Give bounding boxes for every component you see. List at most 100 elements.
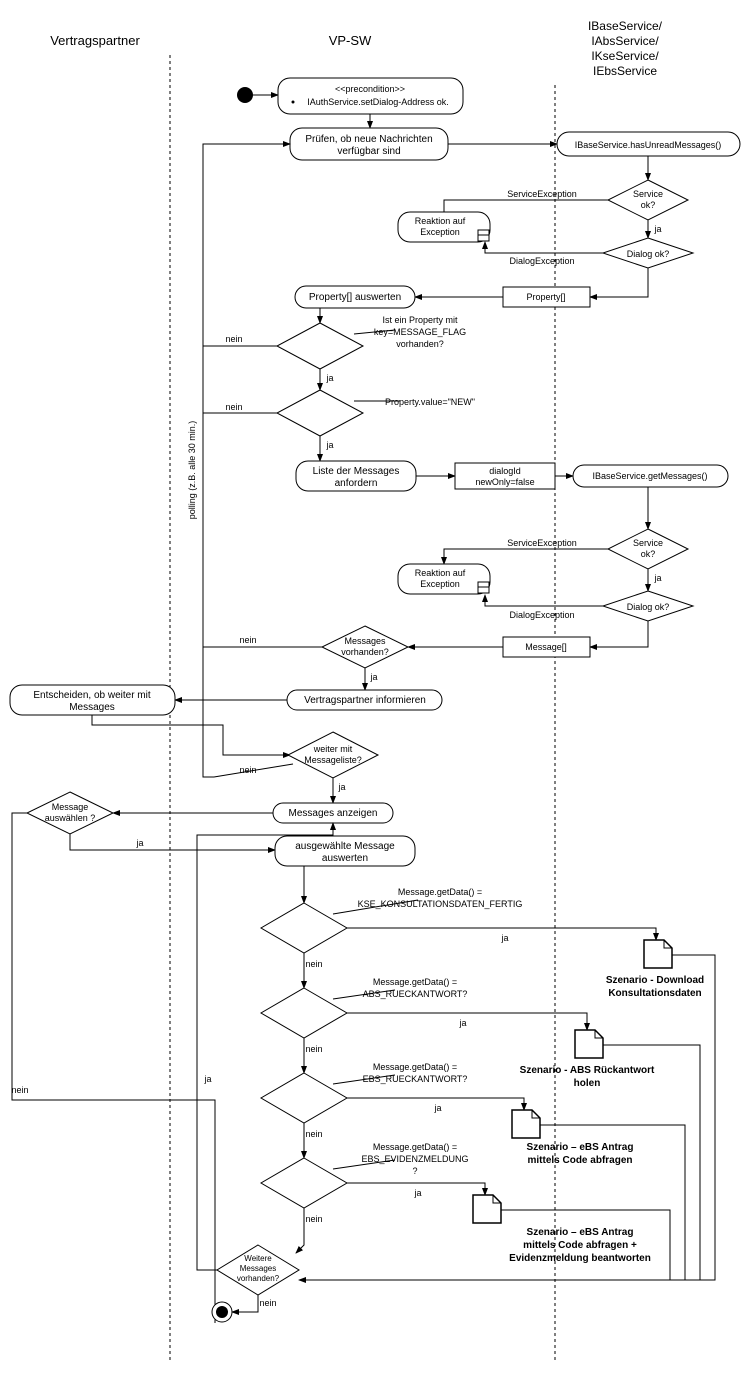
react-exc-t2: Exception	[420, 227, 460, 237]
more-t3: vorhanden?	[237, 1274, 280, 1283]
edge-s1-more	[299, 955, 715, 1280]
edge-dlgok2-msg	[590, 621, 648, 647]
s3-doc	[512, 1110, 540, 1138]
q1-l3: vorhanden?	[396, 339, 444, 349]
sel-nein: nein	[11, 1085, 28, 1095]
q1-l1: Ist ein Property mit	[382, 315, 458, 325]
more-ja: ja	[203, 1074, 211, 1084]
c4-l3: ?	[412, 1166, 417, 1176]
c1-l1: Message.getData() =	[398, 887, 482, 897]
c3-ja: ja	[433, 1103, 441, 1113]
more-t1: Weitere	[244, 1254, 272, 1263]
msg-exist-t2: vorhanden?	[341, 647, 389, 657]
dlgexc2-lbl: DialogException	[509, 610, 574, 620]
dlgexc-lbl: DialogException	[509, 256, 574, 266]
inform-t: Vertragspartner informieren	[304, 695, 426, 706]
lane-vpsw-title: VP-SW	[329, 33, 372, 48]
edge-decide-cont	[92, 715, 290, 755]
check-l1: Prüfen, ob neue Nachrichten	[305, 134, 432, 145]
react-exc2-t1: Reaktion auf	[415, 568, 466, 578]
c1-nein: nein	[305, 959, 322, 969]
more-t2: Messages	[240, 1264, 276, 1273]
check-l2: verfügbar sind	[337, 146, 400, 157]
precond-l1: <<precondition>>	[335, 84, 405, 94]
c4-l1: Message.getData() =	[373, 1142, 457, 1152]
srv-ok2-ja: ja	[653, 573, 661, 583]
c2-nein: nein	[305, 1044, 322, 1054]
s2-doc	[575, 1030, 603, 1058]
sel-ja: ja	[135, 838, 143, 848]
q1-dec	[277, 323, 363, 369]
srv-ok-ja: ja	[653, 224, 661, 234]
edge-sel-eval	[70, 834, 275, 850]
eval-msg-l1: ausgewählte Message	[295, 841, 395, 852]
c1-l2: KSE_KONSULTATIONSDATEN_FERTIG	[358, 899, 523, 909]
c2-ja: ja	[458, 1018, 466, 1028]
srv-ok-t1: Service	[633, 189, 663, 199]
eval-prop-t: Property[] auswerten	[309, 292, 401, 303]
q2-ja: ja	[325, 440, 333, 450]
q2-dec	[277, 390, 363, 436]
dlg-ok-t: Dialog ok?	[627, 249, 670, 259]
c3-l1: Message.getData() =	[373, 1062, 457, 1072]
s4-doc	[473, 1195, 501, 1223]
s2-l1: Szenario - ABS Rückantwort	[520, 1065, 655, 1076]
more-nein: nein	[259, 1298, 276, 1308]
s3-l1: Szenario – eBS Antrag	[527, 1142, 634, 1153]
srv-ok2-t2: ok?	[641, 549, 656, 559]
svcexc2-lbl: ServiceException	[507, 538, 577, 548]
polling-lbl: polling (z.B. alle 30 min.)	[187, 421, 197, 520]
decide-l1: Entscheiden, ob weiter mit	[33, 690, 151, 701]
dialogid-l1: dialogId	[489, 466, 521, 476]
lane-srv-title-1: IAbsService/	[591, 34, 659, 48]
q2-t: Property.value="NEW"	[385, 397, 475, 407]
msg-exist-nein: nein	[239, 635, 256, 645]
edge-c4-more	[296, 1208, 304, 1253]
srv-ok-t2: ok?	[641, 200, 656, 210]
edge-sel-nein	[12, 813, 215, 1323]
precond-bullet	[292, 101, 295, 104]
s4-l2: mittels Code abfragen +	[523, 1240, 637, 1251]
s1-l2: Konsultationsdaten	[608, 988, 701, 999]
lane-vp-title: Vertragspartner	[50, 33, 140, 48]
prop-obj-t: Property[]	[526, 292, 565, 302]
svcexc-lbl: ServiceException	[507, 189, 577, 199]
req-list-l1: Liste der Messages	[313, 466, 400, 477]
react-exc2-t2: Exception	[420, 579, 460, 589]
c3-nein: nein	[305, 1129, 322, 1139]
react-exc-t1: Reaktion auf	[415, 216, 466, 226]
q1-l2: key=MESSAGE_FLAG	[374, 327, 466, 337]
s4-l1: Szenario – eBS Antrag	[527, 1227, 634, 1238]
c3-l2: EBS_RUECKANTWORT?	[363, 1074, 468, 1084]
msg-exist-t1: Messages	[344, 636, 386, 646]
q2-nein: nein	[225, 402, 242, 412]
cont-t2: Messageliste?	[304, 755, 362, 765]
s2-l2: holen	[574, 1078, 601, 1089]
c2-l2: ABS_RUECKANTWORT?	[363, 989, 468, 999]
msg-exist-ja: ja	[369, 672, 377, 682]
eval-msg-l2: auswerten	[322, 853, 368, 864]
msg-obj-t: Message[]	[525, 642, 567, 652]
c4-dec	[261, 1158, 347, 1208]
s1-l1: Szenario - Download	[606, 975, 704, 986]
s4-l3: Evidenzmeldung beantworten	[509, 1253, 651, 1264]
initial-node	[237, 87, 253, 103]
lane-srv-title-0: IBaseService/	[588, 19, 663, 33]
cont-ja: ja	[337, 782, 345, 792]
lane-srv-title-2: IKseService/	[591, 49, 659, 63]
sel-t1: Message	[52, 802, 89, 812]
edge-dlgok-prop	[590, 268, 648, 297]
final-inner	[216, 1306, 228, 1318]
c3-dec	[261, 1073, 347, 1123]
c4-nein: nein	[305, 1214, 322, 1224]
req-list-l2: anfordern	[335, 478, 378, 489]
edge-dlgexc2	[485, 595, 603, 606]
c1-dec	[261, 903, 347, 953]
q1-ja: ja	[325, 373, 333, 383]
edge-svcexc2	[444, 549, 608, 564]
edge-c2-ja	[347, 1013, 587, 1030]
cont-t1: weiter mit	[313, 744, 353, 754]
get-msg-t: IBaseService.getMessages()	[592, 471, 707, 481]
dialogid-l2: newOnly=false	[475, 477, 534, 487]
c2-l1: Message.getData() =	[373, 977, 457, 987]
